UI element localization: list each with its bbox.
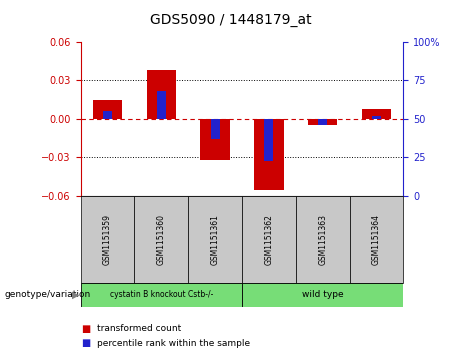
Bar: [254, 119, 284, 189]
Bar: [103, 111, 112, 119]
Bar: [265, 119, 273, 160]
Bar: [93, 99, 122, 119]
Text: genotype/variation: genotype/variation: [5, 290, 91, 299]
Bar: [242, 196, 296, 283]
Bar: [81, 196, 135, 283]
Text: GSM1151364: GSM1151364: [372, 214, 381, 265]
Text: wild type: wild type: [302, 290, 343, 299]
Text: GSM1151359: GSM1151359: [103, 214, 112, 265]
Bar: [372, 116, 381, 119]
Bar: [135, 196, 188, 283]
Text: transformed count: transformed count: [97, 324, 181, 333]
Text: GSM1151363: GSM1151363: [318, 214, 327, 265]
Bar: [308, 119, 337, 125]
Bar: [296, 196, 349, 283]
Text: GSM1151360: GSM1151360: [157, 214, 166, 265]
Text: GSM1151362: GSM1151362: [265, 214, 273, 265]
Bar: [201, 119, 230, 160]
Text: percentile rank within the sample: percentile rank within the sample: [97, 339, 250, 347]
Bar: [349, 196, 403, 283]
Text: ▶: ▶: [72, 290, 80, 300]
Bar: [81, 283, 242, 307]
Bar: [318, 119, 327, 125]
Bar: [211, 119, 219, 139]
Text: ■: ■: [81, 323, 90, 334]
Bar: [147, 70, 176, 119]
Text: GSM1151361: GSM1151361: [211, 214, 219, 265]
Text: GDS5090 / 1448179_at: GDS5090 / 1448179_at: [150, 13, 311, 27]
Bar: [188, 196, 242, 283]
Bar: [157, 91, 166, 119]
Text: ■: ■: [81, 338, 90, 348]
Bar: [242, 283, 403, 307]
Text: cystatin B knockout Cstb-/-: cystatin B knockout Cstb-/-: [110, 290, 213, 299]
Bar: [362, 109, 391, 119]
